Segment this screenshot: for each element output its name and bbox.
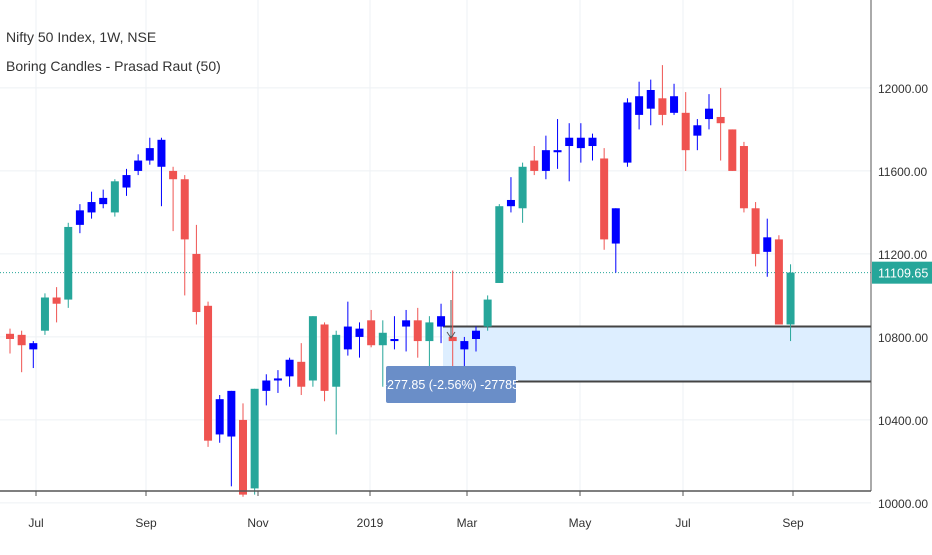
candle-body — [367, 320, 376, 346]
candle-body — [495, 206, 504, 283]
candle-body — [635, 96, 644, 115]
candle-body — [705, 108, 713, 120]
measure-label-bg — [386, 366, 516, 403]
candle-body — [110, 181, 119, 213]
candle-body — [227, 390, 236, 437]
candle-body — [343, 326, 352, 350]
measure-tool[interactable]: -277.85 (-2.56%) -27785 — [383, 300, 519, 403]
candle-body — [739, 146, 748, 209]
candle-body — [204, 305, 213, 441]
x-tick-label: Mar — [457, 516, 478, 530]
candle-body — [541, 150, 550, 171]
x-tick-label: Sep — [135, 516, 157, 530]
candle-body — [192, 253, 201, 313]
candle-body — [623, 102, 632, 163]
measure-arrow-icon — [446, 300, 456, 339]
candle-body — [681, 112, 690, 151]
candle-body — [99, 197, 108, 205]
x-tick-label: Nov — [247, 516, 268, 530]
candle-body — [64, 226, 73, 300]
x-tick-label: Jul — [28, 516, 43, 530]
candle-body — [530, 160, 539, 171]
last-price-tag: 11109.65 — [872, 261, 932, 284]
candle-body — [134, 160, 143, 171]
x-tick-label: May — [569, 516, 592, 530]
indicator-label[interactable]: Boring Candles - Prasad Raut (50) — [6, 58, 221, 74]
x-tick-label: 2019 — [357, 516, 384, 530]
candle-body — [425, 322, 434, 342]
candle-body — [693, 125, 702, 136]
y-tick-label: 10000.00 — [878, 497, 928, 511]
candle-body — [472, 330, 480, 339]
candle-body — [215, 399, 224, 435]
candle-body — [169, 170, 178, 180]
candle-body — [506, 199, 515, 207]
candle-body — [40, 297, 49, 331]
candle-body — [600, 158, 609, 240]
candle-body — [273, 378, 282, 381]
candle-body — [320, 324, 329, 391]
candle-body — [728, 129, 737, 171]
price-axis-labels: 10000.00 10400.00 10800.00 11200.00 11600.00… — [878, 82, 928, 511]
candle-body — [588, 137, 597, 147]
candle-body — [774, 239, 783, 325]
y-tick-label: 11600.00 — [878, 165, 927, 179]
candle-body — [413, 320, 422, 342]
candle-body — [297, 361, 306, 387]
candle-body — [553, 150, 562, 153]
candle-body — [611, 208, 620, 244]
candle-body — [460, 341, 469, 350]
candle-body — [518, 166, 527, 209]
candle-body — [122, 175, 131, 188]
candle-body — [355, 328, 364, 337]
last-price-tag-text: 11109.65 — [878, 267, 928, 281]
candle-body — [751, 208, 760, 254]
candle-body — [658, 98, 667, 115]
candle-body — [378, 332, 387, 346]
candle-body — [17, 334, 26, 346]
candle-body — [87, 202, 96, 213]
candle-body — [390, 339, 399, 342]
measure-label-text: -277.85 (-2.56%) -27785 — [383, 378, 519, 392]
y-tick-label: 12000.00 — [878, 82, 928, 96]
candles — [6, 65, 795, 497]
gridlines — [0, 0, 871, 504]
y-tick-label: 10400.00 — [878, 414, 928, 428]
candle-body — [180, 179, 189, 240]
candle-body — [763, 237, 772, 252]
candle-body — [250, 388, 259, 489]
y-tick-label: 10800.00 — [878, 331, 928, 345]
candle-body — [565, 137, 574, 147]
x-tick-label: Jul — [675, 516, 690, 530]
time-axis-labels: Jul Sep Nov 2019 Mar May Jul Sep — [28, 516, 804, 530]
candle-body — [52, 297, 61, 304]
candle-body — [308, 316, 317, 381]
candle-body — [6, 333, 14, 339]
chart-title: Nifty 50 Index, 1W, NSE — [6, 29, 156, 45]
candle-body — [483, 299, 492, 327]
candle-body — [576, 137, 585, 149]
y-tick-label: 11200.00 — [878, 248, 927, 262]
candle-body — [157, 139, 166, 167]
candle-body — [145, 148, 154, 161]
candle-body — [448, 336, 457, 342]
x-tick-label: Sep — [782, 516, 804, 530]
candle-body — [75, 210, 84, 225]
candle-body — [239, 419, 247, 495]
candle-body — [437, 316, 446, 327]
candle-body — [332, 334, 341, 387]
candle-body — [646, 90, 655, 109]
candle-body — [786, 272, 795, 325]
candle-body — [716, 116, 725, 124]
candle-body — [29, 343, 38, 350]
candle-body — [670, 96, 679, 113]
last-price-tag-bg — [872, 261, 932, 284]
candle-body — [402, 320, 411, 327]
candle-body — [285, 359, 294, 377]
candle-body — [262, 380, 271, 391]
